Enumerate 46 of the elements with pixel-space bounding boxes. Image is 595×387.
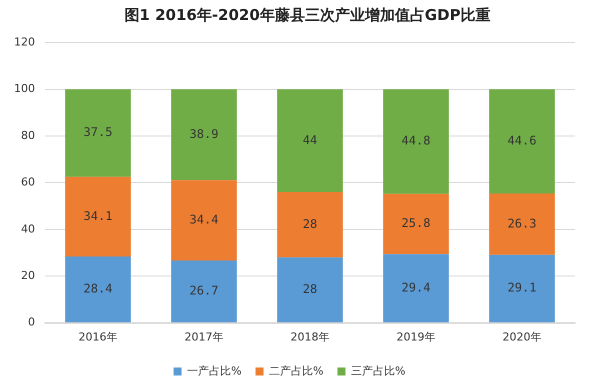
data-label: 44: [302, 132, 318, 147]
data-label: 28.4: [84, 282, 112, 296]
y-tick-label: 20: [20, 268, 35, 282]
data-label: 44.8: [402, 134, 430, 148]
y-tick-label: 80: [20, 128, 35, 142]
bar: [65, 176, 131, 256]
bar: [171, 180, 237, 260]
bar: [277, 257, 343, 322]
bar: [171, 260, 237, 322]
bar: [277, 89, 343, 192]
y-tick-label: 60: [20, 176, 35, 189]
x-tick-label: 2020年: [502, 330, 542, 344]
data-label: 38.9: [190, 126, 218, 141]
legend-label: 一产占比%: [187, 364, 242, 378]
data-label: 26.7: [190, 284, 218, 298]
legend-label: 二产占比%: [269, 364, 324, 378]
x-tick-label: 2017年: [184, 330, 224, 344]
y-tick-label: 100: [14, 82, 35, 96]
bar: [383, 89, 449, 194]
y-tick-label: 0: [28, 316, 35, 329]
x-tick-label: 2016年: [78, 330, 118, 344]
bar: [171, 89, 237, 180]
data-label: 37.5: [84, 125, 112, 140]
bar: [383, 194, 449, 254]
bar: [489, 193, 555, 255]
x-tick-label: 2018年: [290, 330, 330, 344]
bar: [65, 256, 131, 322]
y-tick-label: 120: [14, 35, 35, 48]
data-label: 44.6: [508, 133, 536, 148]
x-tick-label: 2019年: [396, 330, 436, 344]
data-label: 28: [302, 282, 318, 296]
data-label: 28: [302, 216, 318, 231]
data-label: 29.1: [508, 280, 536, 295]
bar: [489, 89, 555, 194]
legend-label: 三产占比%: [350, 364, 406, 378]
bar: [277, 192, 343, 258]
bar: [65, 89, 131, 177]
data-label: 34.1: [84, 208, 112, 223]
bar: [383, 254, 449, 322]
bar: [489, 254, 555, 322]
chart-title: 图1 2016年-2020年藤县三次产业增加值占GDP比重: [123, 5, 492, 26]
y-tick-label: 40: [20, 222, 35, 236]
data-label: 29.4: [402, 280, 430, 294]
data-label: 26.3: [508, 216, 536, 230]
data-label: 34.4: [190, 212, 218, 226]
data-label: 25.8: [402, 216, 430, 230]
